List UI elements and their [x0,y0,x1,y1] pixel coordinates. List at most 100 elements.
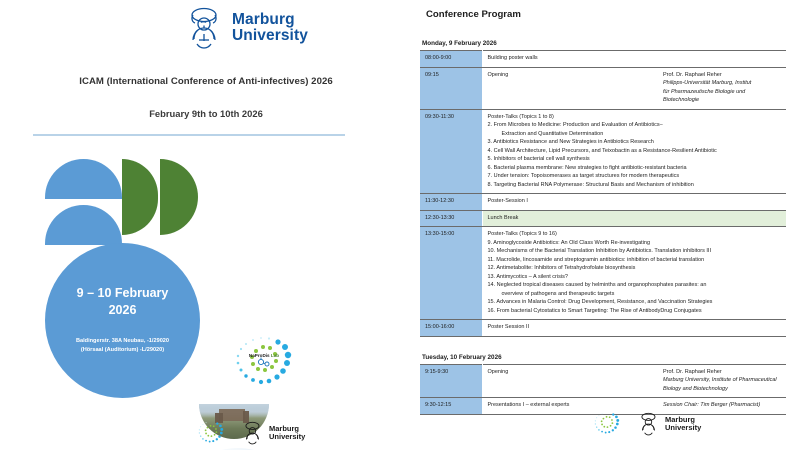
table-row: 9:15-9:30 Opening Prof. Dr. Raphael Rehe… [420,363,786,399]
table-row: 9:30-12:15 Presentations I – external ex… [420,397,786,415]
university-wordmark-footer-line1: Marburg [269,423,299,433]
castle-tower-right [243,411,249,423]
university-wordmark-footer-line1: Marburg [665,414,695,424]
table-row-lunch: 12:30-13:30 Lunch Break [420,209,786,228]
cell-time: 09:30-11:30 [420,108,483,195]
cell-session: Poster-Talks (Topics 9 to 16) 9. Aminogl… [482,226,786,321]
cell-time: 12:30-13:30 [420,209,483,228]
cell-speaker [658,193,786,211]
cell-time: 15:00-16:00 [420,319,483,337]
shape-half-circle-green-right [160,159,198,235]
university-logo-footer: Marburg University [242,421,305,445]
shape-half-circle-green-left [122,159,158,235]
speaker-affiliation-line1: Philipps-Universität Marburg, Institut [663,80,752,87]
list-item: 14. Neglected tropical diseases caused b… [487,282,707,289]
university-logo: Marburg University [185,6,308,50]
list-item: 7. Under tension: Topoisomerases as targ… [487,173,680,180]
shape-half-circle-blue-bottom [45,205,122,245]
university-wordmark-line1: Marburg [232,10,295,28]
cell-time: 13:30-15:00 [420,226,483,321]
shape-half-circle-blue-top [45,159,122,199]
cell-time: 08:00-9:00 [420,50,483,68]
cell-session: Lunch Break [482,209,658,228]
day-section-tuesday: Tuesday, 10 February 2026 9:15-9:30 Open… [420,354,786,415]
poster-artwork: 9 – 10 February 2026 Baldingerstr. 38A N… [0,148,412,450]
table-row: 09:15 Opening Prof. Dr. Raphael Reher Ph… [420,66,786,110]
table-row: 09:30-11:30 Poster-Talks (Topics 1 to 8)… [420,108,786,195]
session-heading: Poster-Talks (Topics 9 to 16) [487,231,557,238]
list-item: 2. From Microbes to Medicine: Production… [487,122,663,129]
session-chair-text: Session Chair: Tim Berger (Pharmacist) [663,402,761,409]
cell-session: Poster-Session I [482,193,658,211]
cell-session: Building poster walls [482,50,658,68]
session-heading: Poster-Talks (Topics 1 to 8) [487,113,554,120]
cell-speaker: Prof. Dr. Raphael Reher Marburg Universi… [658,363,786,399]
cell-time: 9:15-9:30 [420,363,483,399]
cell-session: Poster-Talks (Topics 1 to 8) 2. From Mic… [482,108,786,195]
day-label-monday: Monday, 9 February 2026 [422,40,497,47]
cell-speaker: Prof. Dr. Raphael Reher Philipps-Univers… [658,66,786,110]
naprodis-lab-badge-icon [198,422,224,443]
university-wordmark-footer-line2: University [269,432,306,441]
date-circle-line1: 9 – 10 February [76,286,169,300]
list-item: 5. Inhibitors of bacterial cell wall syn… [487,156,590,163]
date-circle-text: 9 – 10 February 2026 [77,285,169,319]
venue-address: Baldingerstr. 38A Neubau, -1/29020 (Hörs… [76,337,169,356]
cell-speaker [658,319,786,337]
program-footer-logos: Marburg University [592,411,701,437]
list-item: 4. Cell Wall Architecture, Lipid Precurs… [487,147,717,154]
poster-footer-logos: Marburg University [196,420,305,446]
speaker-name: Prof. Dr. Raphael Reher [663,71,722,78]
day-label-tuesday: Tuesday, 10 February 2026 [422,353,502,361]
list-item: 3. Antibiotics Resistance and New Strate… [487,139,654,146]
list-item: 11. Macrolide, lincosamide and streptogr… [487,256,705,263]
list-item: 12. Antimetabolite: Inhibitors of Tetrah… [487,265,636,272]
cell-speaker [658,50,786,68]
poster-panel: Marburg University ICAM (International C… [0,6,412,450]
topic-list: 9. Aminoglycoside Antibiotics: An Old Cl… [488,239,783,316]
cell-session-chair: Session Chair: Tim Berger (Pharmacist) [658,397,786,415]
list-item: 13. Antimycotics – A silent crisis? [487,273,568,280]
speaker-affiliation-line2: Biology and Biotechnology [663,385,728,392]
cell-session: Opening [482,363,658,399]
list-item: overview of pathogens and therapeutic ta… [501,290,615,297]
naprodis-lab-badge-icon: NaProDis Lab [232,334,296,392]
list-item: 16. From bacterial Cytostatics to Smart … [487,307,702,314]
naprodis-lab-label: NaProDis Lab [244,353,284,359]
topic-list: 2. From Microbes to Medicine: Production… [488,121,783,189]
university-logo-footer: Marburg University [638,412,701,436]
list-item: 10. Mechanisms of the Bacterial Translat… [487,248,711,255]
university-wordmark: Marburg University [232,10,308,45]
date-circle-line2: 2026 [108,302,137,317]
program-title: Conference Program [426,9,521,20]
cell-time: 11:30-12:30 [420,193,483,211]
table-row: 15:00-16:00 Poster Session II [420,319,786,337]
schedule-table-monday: 08:00-9:00 Building poster walls 09:15 O… [420,50,786,337]
list-item: 15. Advances in Malaria Control: Drug De… [487,299,713,306]
list-item: 8. Targeting Bacterial RNA Polymerase: S… [487,181,694,188]
naprodis-lab-line2: Lab [270,353,280,358]
list-item: 6. Bacterial plasma membrane: New strate… [487,164,687,171]
table-row: 13:30-15:00 Poster-Talks (Topics 9 to 16… [420,226,786,321]
schedule-table-tuesday: 9:15-9:30 Opening Prof. Dr. Raphael Rehe… [420,363,786,415]
date-circle: 9 – 10 February 2026 Baldingerstr. 38A N… [45,243,200,398]
castle-tower-left [215,413,223,423]
marburg-sophie-logo-icon [641,412,656,436]
table-row: 11:30-12:30 Poster-Session I [420,193,786,211]
naprodis-lab-line1: NaProDis [248,353,270,358]
university-wordmark-line2: University [232,27,308,44]
program-panel: Conference Program Monday, 9 February 20… [412,0,800,450]
conference-title: ICAM (International Conference of Anti-i… [79,76,333,87]
list-item: 9. Aminoglycoside Antibiotics: An Old Cl… [487,239,651,246]
day-section-monday: Monday, 9 February 2026 08:00-9:00 Build… [420,40,786,337]
speaker-affiliation-line2: für Pharmazeutische Biologie und Biotech… [663,88,746,104]
speaker-affiliation-line1: Marburg University, Institute of Pharmac… [663,377,777,384]
lab-pencil-graphic [198,448,278,450]
naprodis-lab-badge-icon [594,413,620,434]
table-row: 08:00-9:00 Building poster walls [420,50,786,68]
conference-dates: February 9th to 10th 2026 [149,108,263,119]
cell-session: Poster Session II [482,319,658,337]
venue-address-line1: Baldingerstr. 38A Neubau, -1/29020 [75,337,170,344]
venue-address-line2: (Hörsaal (Auditorium) -L/29020) [80,347,165,354]
